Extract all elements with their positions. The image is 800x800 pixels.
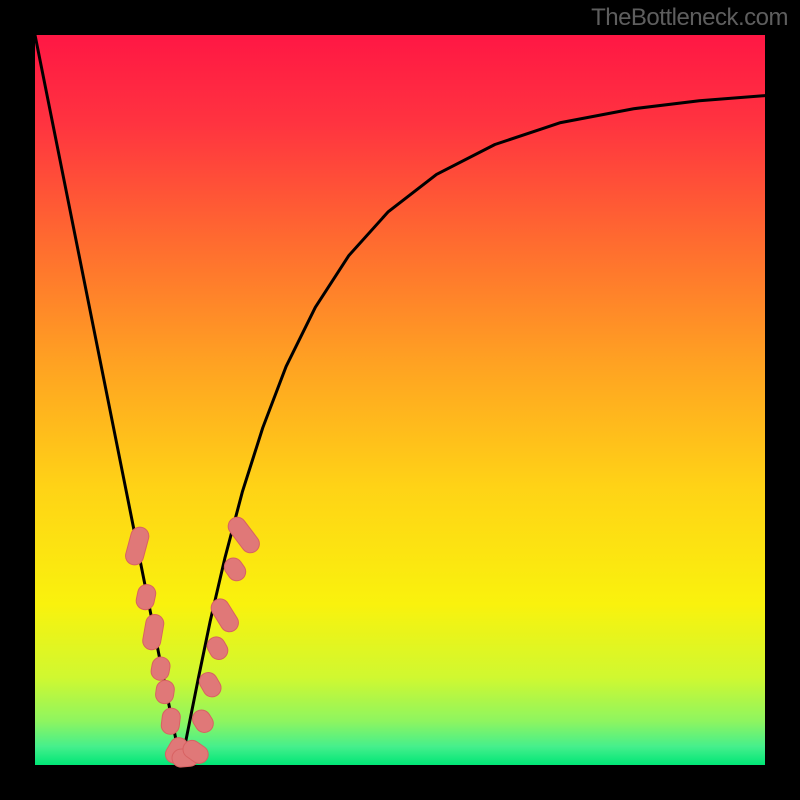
chart-container: TheBottleneck.com [0,0,800,800]
bottleneck-chart [0,0,800,800]
plot-background [35,35,765,765]
